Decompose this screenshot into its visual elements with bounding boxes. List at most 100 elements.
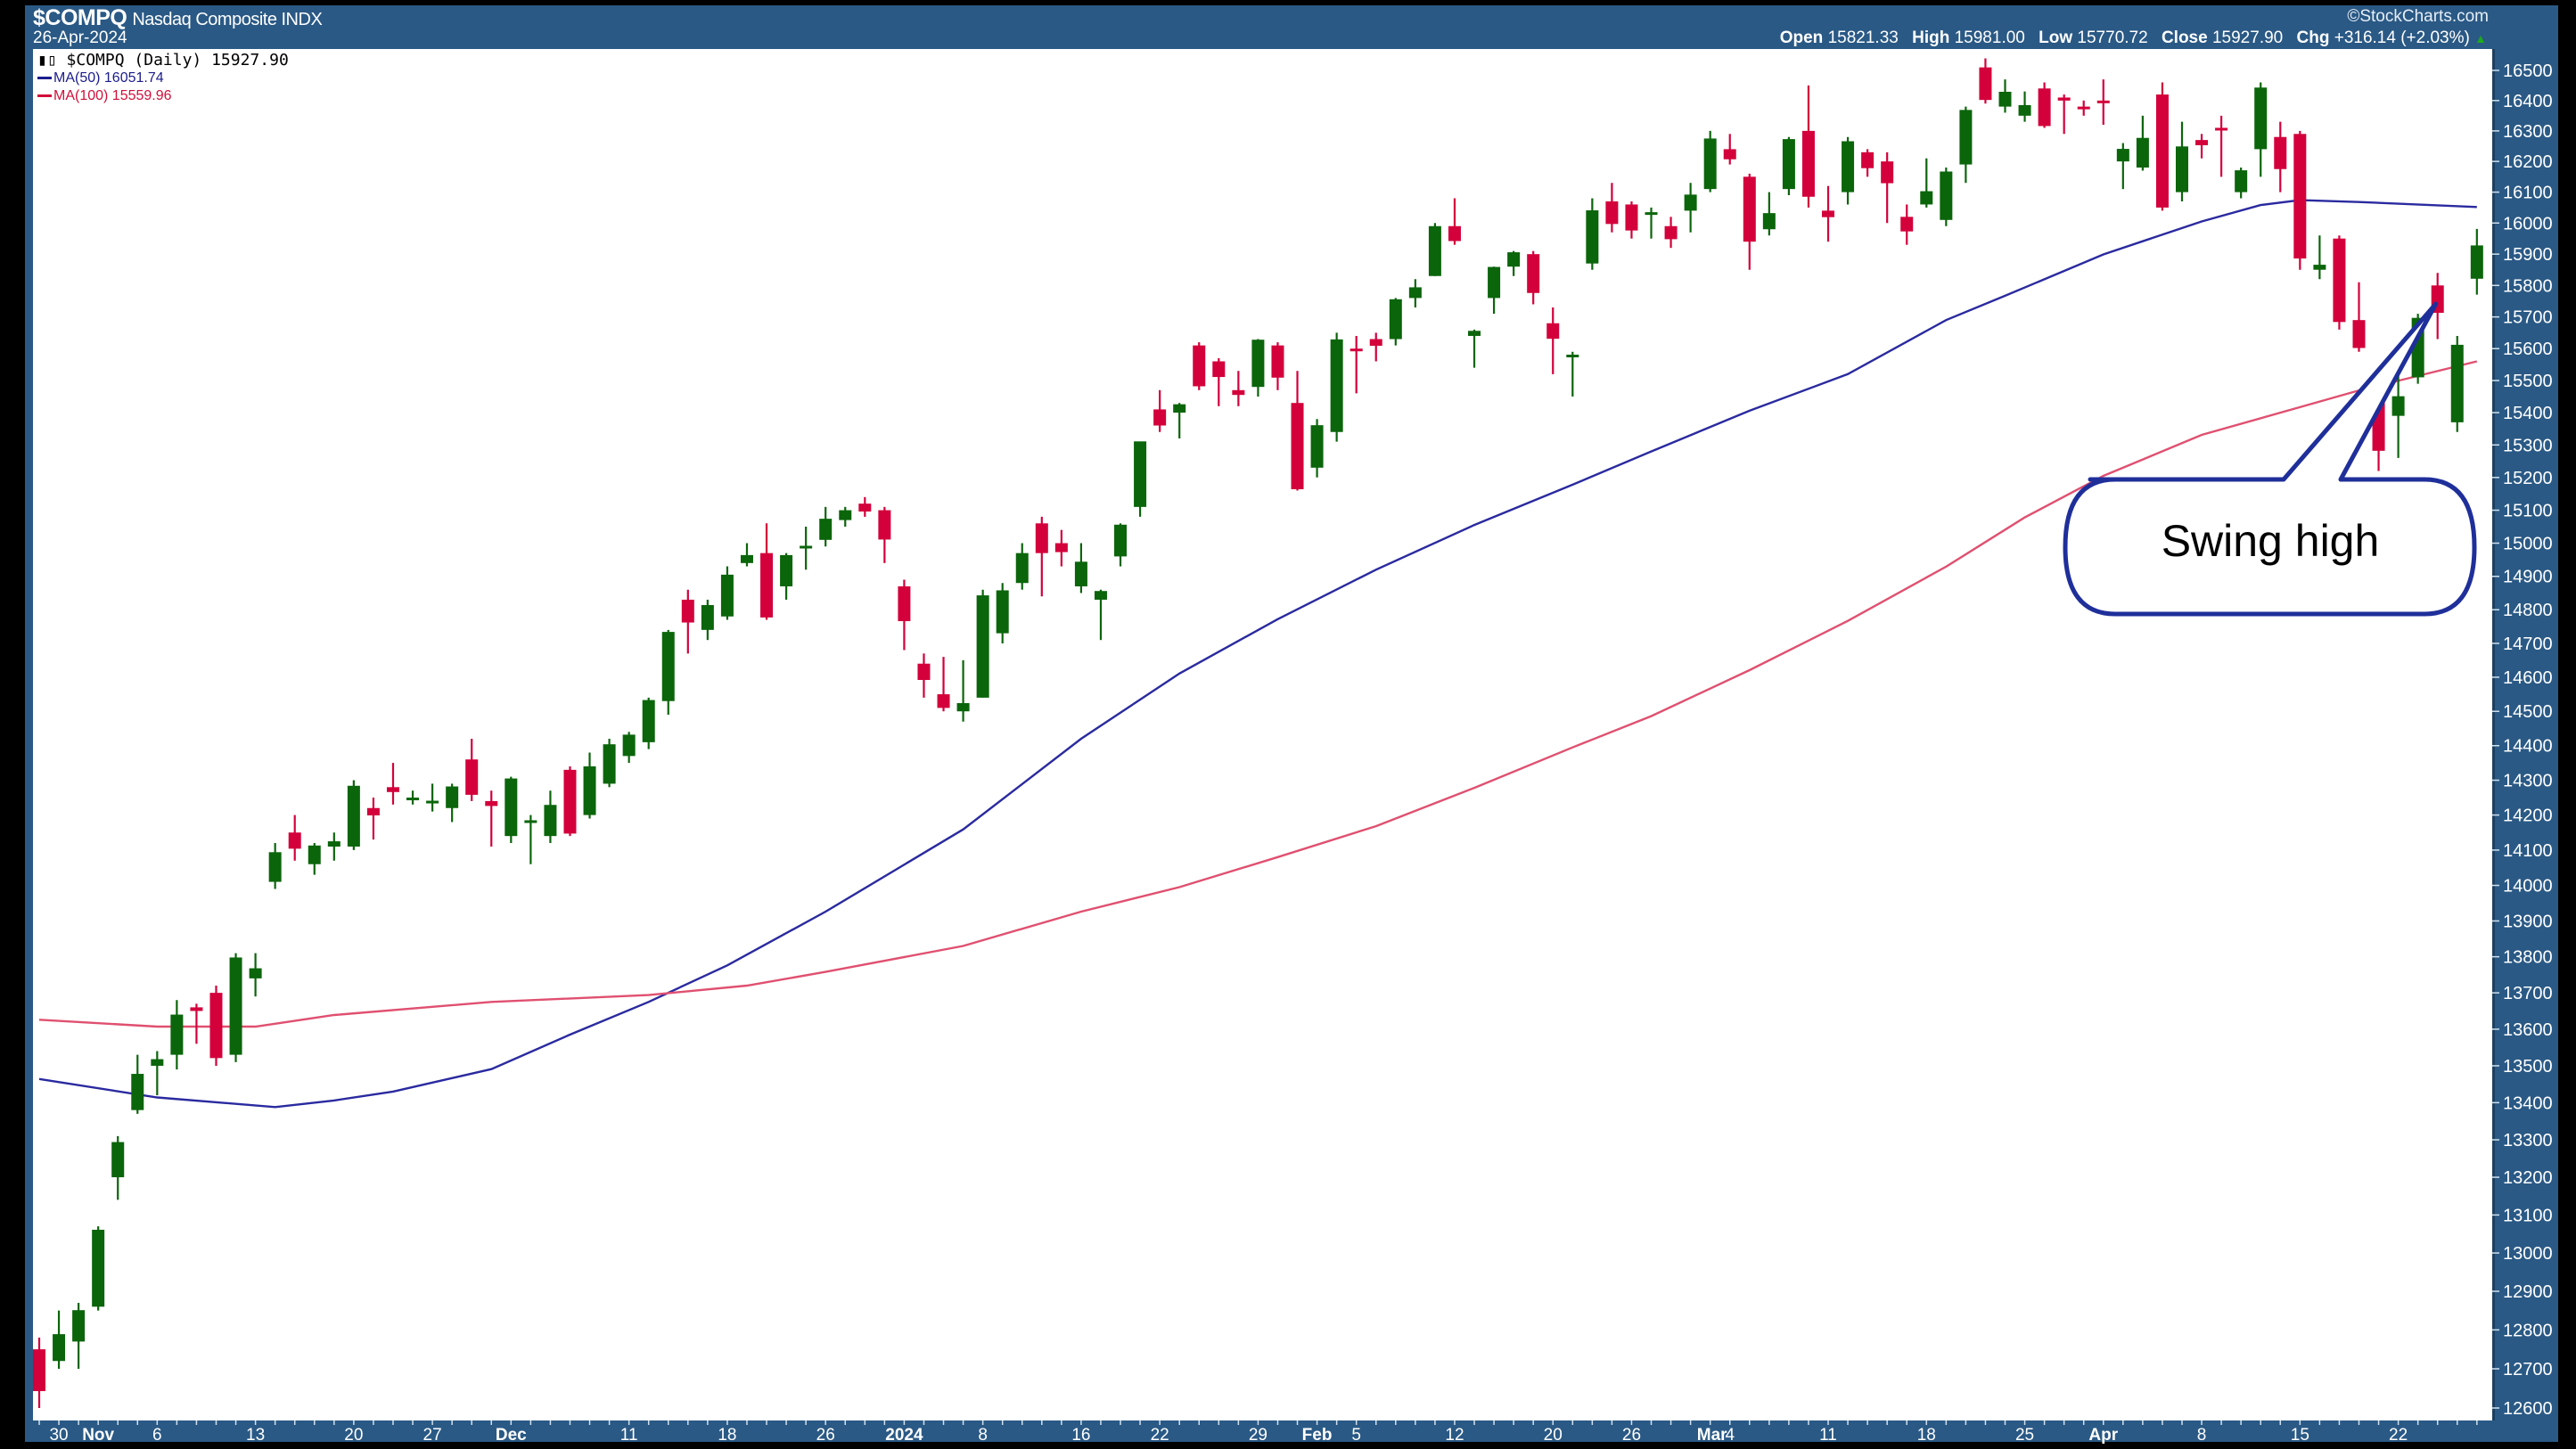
candle-body xyxy=(622,734,636,757)
candle xyxy=(1232,371,1245,406)
candle xyxy=(190,1003,203,1044)
candle-body xyxy=(1801,130,1815,197)
y-tick-label: 16100 xyxy=(2503,184,2553,203)
candle-body xyxy=(720,574,734,617)
candle-body xyxy=(308,845,321,864)
y-tick-label: 15300 xyxy=(2503,436,2553,455)
chg-label: Chg xyxy=(2296,29,2330,47)
candle xyxy=(1625,201,1638,239)
low-label: Low xyxy=(2039,29,2073,47)
candle xyxy=(446,783,459,823)
legend-ma100: MA(100) 15559.96 xyxy=(37,87,289,105)
candle-icon: ▮▯ xyxy=(37,51,57,70)
x-tick-label: 13 xyxy=(246,1426,265,1445)
candle-body xyxy=(976,595,989,698)
candle xyxy=(53,1310,66,1369)
symbol-name: Nasdaq Composite INDX xyxy=(132,10,323,29)
candle xyxy=(681,589,694,654)
candle xyxy=(1350,335,1363,394)
y-tick-label: 12800 xyxy=(2503,1321,2553,1340)
watermark: ©StockCharts.com xyxy=(2347,7,2489,26)
y-tick-label: 13800 xyxy=(2503,948,2553,968)
y-tick-label: 13500 xyxy=(2503,1057,2553,1077)
candle xyxy=(1310,419,1324,478)
candle xyxy=(1979,58,1992,104)
legend-ma50: MA(50) 16051.74 xyxy=(37,70,289,87)
candle xyxy=(2313,235,2326,280)
candle-body xyxy=(1743,176,1756,242)
candle xyxy=(1959,106,1973,184)
candle xyxy=(740,543,753,567)
candle-body xyxy=(642,700,655,742)
candle-body xyxy=(1664,225,1678,240)
y-tick-label: 15200 xyxy=(2503,469,2553,488)
candle-body xyxy=(1369,339,1382,346)
x-tick-label: 5 xyxy=(1351,1426,1361,1445)
candle xyxy=(1488,266,1501,315)
candle-body xyxy=(1054,543,1068,553)
candle xyxy=(1271,342,1284,390)
candle-body xyxy=(1822,210,1835,217)
x-tick-label: Nov xyxy=(82,1426,114,1445)
candle-body xyxy=(2038,88,2051,127)
candle xyxy=(858,496,872,517)
candle-body xyxy=(249,968,262,978)
candle xyxy=(2096,79,2110,126)
candle-body xyxy=(1468,331,1481,336)
callout-text: Swing high xyxy=(2161,516,2380,566)
candle xyxy=(544,790,557,844)
y-tick-label: 16400 xyxy=(2503,92,2553,111)
x-tick-label: 26 xyxy=(816,1426,835,1445)
candle xyxy=(33,1338,45,1408)
candle-body xyxy=(917,663,931,681)
candle-body xyxy=(740,554,753,563)
candle-body xyxy=(2313,265,2326,270)
plot-area xyxy=(33,49,2492,1420)
candle xyxy=(996,583,1009,643)
candle xyxy=(2057,94,2071,135)
x-tick-label: 2024 xyxy=(885,1426,923,1445)
candle-body xyxy=(1900,217,1914,232)
candle-body xyxy=(1408,287,1422,299)
x-tick-label: 20 xyxy=(1544,1426,1563,1445)
x-tick-label: Dec xyxy=(496,1426,527,1445)
x-tick-label: 6 xyxy=(152,1426,162,1445)
candle-body xyxy=(2254,87,2268,150)
y-tick-label: 14500 xyxy=(2503,702,2553,722)
x-tick-label: 29 xyxy=(1249,1426,1267,1445)
candle-body xyxy=(1998,92,2012,107)
y-tick-label: 15100 xyxy=(2503,502,2553,521)
candle-body xyxy=(465,759,479,795)
y-tick-label: 15500 xyxy=(2503,372,2553,391)
y-tick-label: 15600 xyxy=(2503,340,2553,359)
candle-body xyxy=(2077,106,2090,110)
candle xyxy=(1703,130,1717,192)
candle-body xyxy=(1979,67,1992,101)
candle-body xyxy=(53,1334,66,1362)
y-tick-label: 16200 xyxy=(2503,152,2553,172)
candle-body xyxy=(800,545,813,549)
candle xyxy=(1074,543,1087,594)
candle-body xyxy=(1645,212,1658,216)
y-tick-label: 15400 xyxy=(2503,404,2553,423)
candle xyxy=(1251,339,1265,397)
close-label: Close xyxy=(2161,29,2208,47)
candle xyxy=(131,1054,144,1114)
candle-body xyxy=(1625,204,1638,231)
candle xyxy=(1389,298,1402,346)
candle xyxy=(1408,279,1422,308)
x-tick-label: 12 xyxy=(1445,1426,1464,1445)
candle xyxy=(1193,342,1206,390)
candle-body xyxy=(386,787,399,792)
chg-value: +316.14 (+2.03%) xyxy=(2334,29,2470,47)
candle-body xyxy=(1842,141,1855,192)
candle xyxy=(760,523,774,620)
candle-body xyxy=(2333,238,2346,323)
candle-body xyxy=(1762,213,1776,230)
candle-body xyxy=(2352,320,2366,348)
y-tick-label: 15700 xyxy=(2503,308,2553,328)
candle-body xyxy=(1114,524,1128,557)
candle xyxy=(2333,235,2346,330)
candle xyxy=(209,985,223,1066)
